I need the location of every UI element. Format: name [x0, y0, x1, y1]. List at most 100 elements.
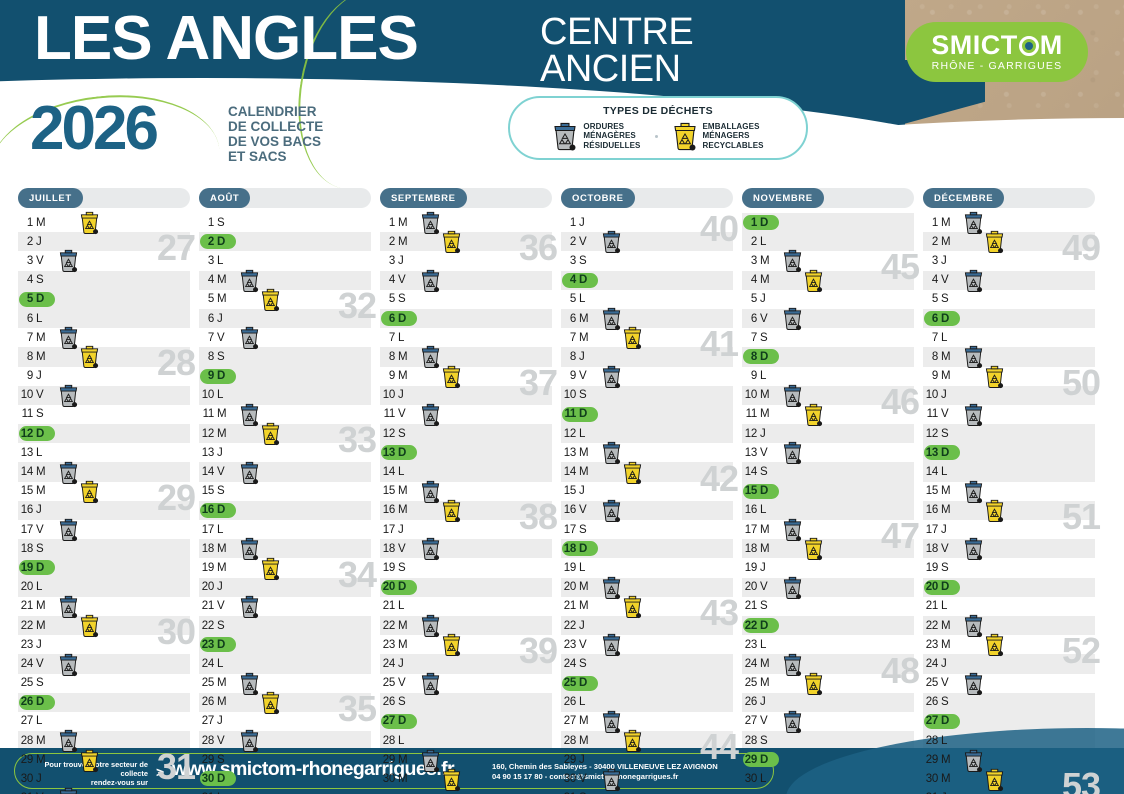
calendar-day-sunday: 27 D: [923, 711, 1095, 732]
day-number: 4: [931, 274, 938, 287]
day-number: 10: [563, 389, 577, 402]
day-letter: L: [36, 446, 43, 459]
day-letter: M: [579, 600, 589, 613]
calendar-day-row: 21 L: [380, 597, 552, 616]
day-number: 26: [20, 696, 34, 709]
day-letter: V: [941, 408, 949, 421]
calendar-day-row: 12 S: [380, 424, 552, 444]
day-letter: D: [398, 715, 407, 728]
day-letter: M: [217, 274, 227, 287]
calendar-day-row: 14 L: [380, 462, 552, 482]
day-letter: V: [941, 677, 949, 690]
day-number: 1: [569, 216, 576, 229]
calendar-day-row: 22 J: [561, 615, 733, 636]
day-number: 26: [382, 696, 396, 709]
legend-item-emr: EMBALLAGES MÉNAGERS RECYCLABLES: [672, 121, 764, 151]
day-letter: M: [398, 485, 408, 498]
day-number: 2: [207, 235, 214, 248]
day-letter: V: [579, 773, 587, 786]
calendar-day-row: 17 V: [18, 520, 190, 539]
day-number: 29: [382, 753, 396, 766]
day-letter: V: [36, 792, 50, 794]
calendar-day-row: 12 L: [561, 424, 733, 444]
day-letter: D: [760, 753, 769, 766]
day-number: 12: [744, 427, 758, 440]
day-number: 18: [563, 542, 577, 555]
day-letter: M: [941, 370, 951, 383]
day-number: 18: [925, 542, 939, 555]
day-letter: S: [36, 408, 44, 421]
subtitle-line-4: ET SACS: [228, 149, 287, 164]
day-number: 9: [26, 370, 33, 383]
website-link[interactable]: www.smictom-rhonegarrigues.fr: [172, 758, 455, 780]
day-letter: S: [217, 216, 225, 229]
day-letter: J: [36, 370, 42, 383]
calendar-day-row: 23 M: [923, 635, 1095, 654]
calendar-day-row: 24 M: [742, 654, 914, 674]
month-header-bar: AOÛT: [199, 188, 371, 208]
day-letter: S: [36, 677, 44, 690]
day-letter: D: [217, 773, 226, 786]
day-number: 7: [931, 331, 938, 344]
month-days-list: 1 D 2 L 3 M 4 M 5 J 6 V 7 S 8 D 9 L 10 M 11 M 12 J 13 V 14 S 15 D 16 L 1…: [742, 213, 923, 789]
day-letter: M: [579, 331, 589, 344]
day-letter: S: [398, 561, 406, 574]
day-letter: D: [217, 235, 226, 248]
calendar-day-sunday: 20 D: [380, 577, 552, 597]
day-number: 16: [201, 504, 215, 517]
month-header-bar: DÉCEMBRE: [923, 188, 1095, 208]
day-letter: D: [36, 561, 45, 574]
day-letter: L: [579, 427, 586, 440]
calendar-day-sunday: 15 D: [742, 481, 914, 501]
day-letter: L: [398, 734, 405, 747]
calendar-day-row: 26 S: [923, 692, 1095, 712]
day-number: 7: [569, 331, 576, 344]
day-number: 6: [207, 312, 214, 325]
day-number: 13: [201, 446, 215, 459]
day-number: 16: [563, 504, 577, 517]
calendar-day-row: 11 V: [923, 405, 1095, 424]
day-number: 11: [202, 408, 215, 421]
calendar-day-sunday: 19 D: [18, 558, 190, 578]
day-number: 4: [569, 274, 576, 287]
day-letter: M: [398, 773, 408, 786]
calendar-day-row: 27 J: [199, 712, 371, 731]
calendar-day-row: 13 L: [18, 443, 190, 462]
day-letter: M: [760, 389, 770, 402]
calendar-day-row: 14 M: [561, 462, 733, 482]
day-letter: J: [36, 638, 42, 651]
day-number: 5: [569, 293, 576, 306]
day-number: 2: [26, 235, 33, 248]
day-number: 22: [201, 619, 215, 632]
day-number: 14: [925, 466, 939, 479]
calendar-day-row: 29 S: [199, 750, 371, 769]
calendar-day-row: 25 V: [380, 674, 552, 693]
calendar-day-row: 19 S: [380, 558, 552, 577]
day-letter: J: [398, 523, 404, 536]
day-letter: J: [398, 657, 404, 670]
day-letter: V: [579, 370, 587, 383]
sunday-highlight-pill: [743, 752, 779, 768]
day-letter: M: [941, 485, 951, 498]
day-letter: M: [760, 254, 770, 267]
legend-omr-line3: RÉSIDUELLES: [583, 140, 641, 150]
calendar-day-row: 29 M: [380, 750, 552, 769]
day-letter: D: [398, 312, 407, 325]
day-number: 12: [20, 427, 34, 440]
day-letter: J: [398, 254, 404, 267]
day-letter: D: [36, 293, 45, 306]
day-letter: L: [217, 523, 224, 536]
day-number: 12: [201, 427, 215, 440]
day-letter: L: [398, 331, 405, 344]
